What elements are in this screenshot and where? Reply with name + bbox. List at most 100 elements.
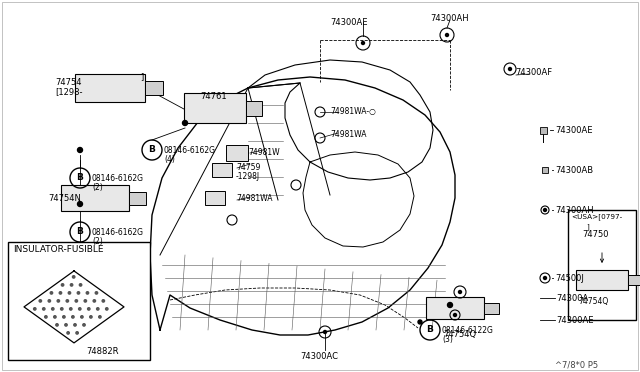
Circle shape [84, 300, 86, 302]
Text: (3): (3) [442, 335, 453, 344]
Circle shape [77, 202, 83, 206]
Text: 74750: 74750 [582, 230, 609, 239]
Text: 74981WA-○: 74981WA-○ [330, 107, 376, 116]
Bar [484, 302, 499, 314]
Text: 74300AE: 74300AE [556, 316, 593, 325]
Circle shape [90, 316, 92, 318]
Circle shape [543, 208, 547, 212]
Circle shape [66, 300, 68, 302]
Text: 74500J: 74500J [555, 274, 584, 283]
Text: <USA>[0797-: <USA>[0797- [571, 213, 622, 220]
Text: 74300AE: 74300AE [330, 18, 367, 27]
Circle shape [79, 284, 82, 286]
Circle shape [67, 332, 69, 334]
Bar [212, 163, 232, 177]
Text: -1298J: -1298J [236, 172, 260, 181]
Bar [205, 191, 225, 205]
Circle shape [93, 300, 95, 302]
Bar [61, 185, 129, 211]
Text: 74300AB: 74300AB [555, 166, 593, 175]
Text: 74882R: 74882R [86, 347, 118, 356]
Text: [1298-: [1298- [55, 87, 83, 96]
Circle shape [83, 324, 85, 326]
Text: 74754Q: 74754Q [443, 330, 476, 339]
Circle shape [54, 316, 56, 318]
Text: 74761: 74761 [200, 92, 227, 101]
Circle shape [79, 308, 81, 310]
Text: 74300AH: 74300AH [430, 14, 468, 23]
Circle shape [51, 292, 52, 294]
Circle shape [95, 292, 98, 294]
Text: 08146-6162G: 08146-6162G [164, 146, 216, 155]
Bar [426, 297, 484, 319]
Circle shape [76, 332, 78, 334]
Circle shape [57, 300, 60, 302]
Circle shape [65, 324, 67, 326]
Text: ]: ] [586, 223, 589, 230]
Circle shape [86, 292, 89, 294]
Bar [628, 275, 640, 285]
Text: 08146-6162G: 08146-6162G [92, 174, 144, 183]
Text: INSULATOR-FUSIBLE: INSULATOR-FUSIBLE [13, 245, 104, 254]
Circle shape [509, 67, 511, 71]
Text: B: B [148, 145, 156, 154]
Circle shape [52, 308, 54, 310]
Circle shape [97, 308, 99, 310]
Text: 74300A: 74300A [556, 294, 588, 303]
Circle shape [43, 308, 45, 310]
Text: (4): (4) [164, 155, 175, 164]
Circle shape [70, 308, 72, 310]
Circle shape [63, 316, 65, 318]
Bar [226, 145, 248, 161]
Text: 74759: 74759 [236, 163, 260, 172]
Text: 74981WA: 74981WA [236, 194, 273, 203]
Text: B: B [427, 326, 433, 334]
Circle shape [72, 276, 75, 278]
Circle shape [39, 300, 42, 302]
Circle shape [60, 292, 61, 294]
Circle shape [106, 308, 108, 310]
Circle shape [77, 148, 83, 153]
Circle shape [323, 330, 326, 334]
Bar [568, 210, 636, 320]
Circle shape [81, 316, 83, 318]
Circle shape [447, 302, 452, 308]
Text: 08146-6122G: 08146-6122G [442, 326, 494, 335]
Text: 74754N: 74754N [48, 194, 81, 203]
Text: 74754: 74754 [55, 78, 81, 87]
Circle shape [543, 276, 547, 279]
Text: ]: ] [140, 72, 143, 81]
Circle shape [362, 42, 365, 45]
Circle shape [454, 314, 456, 317]
Text: (2): (2) [92, 183, 103, 192]
Text: 08146-6162G: 08146-6162G [92, 228, 144, 237]
Circle shape [33, 308, 36, 310]
Circle shape [61, 284, 64, 286]
Circle shape [102, 300, 104, 302]
Text: 74981W: 74981W [248, 148, 280, 157]
Circle shape [418, 320, 422, 324]
Text: (2): (2) [92, 237, 103, 246]
Bar [75, 74, 145, 102]
Bar [129, 192, 146, 205]
Circle shape [68, 292, 70, 294]
Circle shape [45, 316, 47, 318]
Bar [542, 167, 548, 173]
Circle shape [445, 33, 449, 36]
Bar [540, 126, 547, 134]
Bar [246, 100, 262, 115]
Circle shape [88, 308, 90, 310]
Circle shape [48, 300, 51, 302]
Bar [184, 93, 246, 123]
Text: B: B [77, 173, 83, 183]
Circle shape [75, 300, 77, 302]
Circle shape [99, 316, 101, 318]
Text: 74300AH: 74300AH [555, 206, 594, 215]
Text: B: B [77, 228, 83, 237]
Text: 74981WA: 74981WA [330, 130, 367, 139]
Circle shape [74, 324, 76, 326]
Bar [8, 242, 150, 360]
Text: 74300AF: 74300AF [515, 68, 552, 77]
Text: 74754Q: 74754Q [578, 297, 608, 306]
Circle shape [61, 308, 63, 310]
